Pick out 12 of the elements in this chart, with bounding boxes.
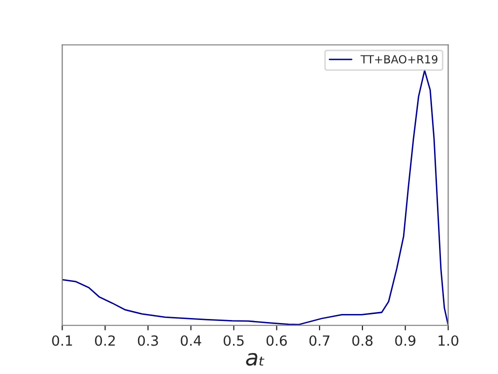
x-tick-label: 0.6: [266, 335, 287, 346]
legend-label: TT+BAO+R19: [360, 55, 438, 64]
x-tick-label: 1.0: [438, 335, 458, 346]
x-tick-label: 0.7: [309, 335, 330, 346]
x-tick-label: 0.2: [95, 335, 115, 346]
x-tick-label: 0.5: [224, 335, 244, 346]
x-tick-label: 0.9: [395, 335, 416, 346]
x-tick-label: 0.3: [138, 335, 158, 346]
x-tick-label: 0.1: [52, 335, 72, 346]
x-tick-label: 0.4: [180, 335, 202, 346]
x-axis-title: aₜ: [246, 352, 264, 366]
x-tick-label: 0.8: [352, 335, 373, 346]
